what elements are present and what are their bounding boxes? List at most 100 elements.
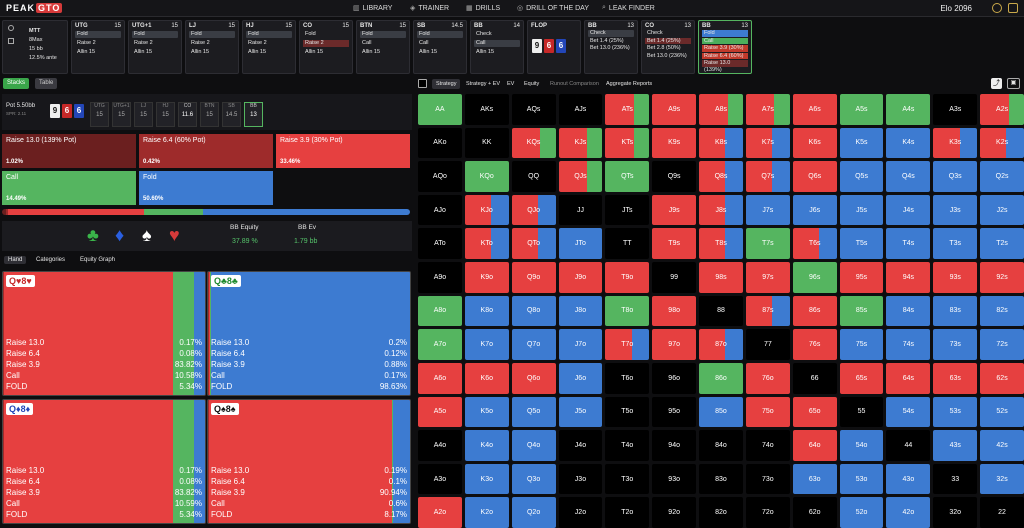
action-option[interactable]: Raise 2 — [191, 40, 210, 46]
range-cell[interactable]: Q3o — [511, 463, 556, 495]
action-option[interactable]: Raise 2 — [303, 40, 349, 47]
range-cell[interactable]: 33 — [933, 463, 978, 495]
tab-equity-graph[interactable]: Equity Graph — [80, 257, 116, 263]
action-option[interactable]: Fold — [360, 31, 406, 38]
range-cell[interactable]: 54o — [839, 430, 884, 461]
range-cell[interactable]: 99 — [652, 262, 697, 293]
range-cell[interactable]: KTs — [605, 127, 650, 159]
stack-box[interactable]: CO 11.6 — [178, 102, 197, 127]
range-cell[interactable]: Q7s — [745, 161, 790, 192]
range-cell[interactable]: J6o — [558, 362, 603, 394]
tab-stacks[interactable]: Stacks — [3, 78, 30, 89]
range-cell[interactable]: 85s — [839, 295, 884, 327]
range-cell[interactable]: 64s — [886, 362, 931, 394]
range-cell[interactable]: 86o — [699, 362, 743, 394]
range-cell[interactable]: 76o — [745, 362, 790, 394]
range-cell[interactable]: 73s — [933, 329, 978, 360]
range-cell[interactable]: Q4o — [511, 430, 556, 461]
range-cell[interactable]: KTo — [464, 228, 509, 260]
action-option[interactable]: Bet 2.8 (50%) — [647, 45, 681, 51]
range-cell[interactable]: A8o — [418, 295, 462, 327]
range-cell[interactable]: K9s — [652, 127, 697, 159]
range-cell[interactable]: A8s — [699, 94, 743, 125]
nav-drill-of-the-day[interactable]: ◎ DRILL OF THE DAY — [517, 4, 589, 13]
range-cell[interactable]: 72o — [745, 497, 790, 528]
game-settings-card[interactable]: MTT 8Max 15 bb 12.5% ante — [2, 20, 68, 74]
tab-hand[interactable]: Hand — [4, 256, 27, 264]
range-cell[interactable]: 93o — [652, 463, 697, 495]
tab-ev[interactable]: EV — [507, 81, 515, 87]
diamond-icon[interactable]: ♦ — [115, 225, 125, 245]
range-cell[interactable]: T3o — [605, 463, 650, 495]
range-cell[interactable]: J6s — [792, 194, 837, 226]
tab-categories[interactable]: Categories — [36, 257, 66, 263]
action-option[interactable]: Check — [588, 30, 634, 37]
range-cell[interactable]: J4o — [558, 430, 603, 461]
action-option[interactable]: Raise 2 — [248, 40, 267, 46]
action-option[interactable]: Allin 15 — [419, 49, 438, 55]
range-cell[interactable]: A9o — [418, 262, 462, 293]
range-cell[interactable]: A5s — [839, 94, 884, 125]
range-cell[interactable]: T4o — [605, 430, 650, 461]
range-cell[interactable]: Q5o — [511, 396, 556, 428]
range-cell[interactable]: 95o — [652, 396, 697, 428]
range-cell[interactable]: 87o — [699, 329, 743, 360]
range-cell[interactable]: A6s — [792, 94, 837, 125]
range-cell[interactable]: J5s — [839, 194, 884, 226]
nav-library[interactable]: ▥ LIBRARY — [353, 4, 392, 13]
flop-card[interactable]: FLOP 9 6 6 — [527, 20, 581, 74]
range-cell[interactable]: K6s — [792, 127, 837, 159]
action-option[interactable]: Allin 15 — [305, 49, 324, 55]
range-cell[interactable]: 52s — [980, 396, 1024, 428]
range-cell[interactable]: T6s — [792, 228, 837, 260]
range-cell[interactable]: T8s — [699, 228, 743, 260]
tab-table[interactable]: Table — [35, 78, 58, 89]
range-cell[interactable]: 53s — [933, 396, 978, 428]
range-cell[interactable]: 77 — [745, 329, 790, 360]
postflop-card-bb[interactable]: BB 13 Check Bet 1.4 (25%) Bet 13.0 (236%) — [584, 20, 638, 74]
range-cell[interactable]: 82s — [980, 295, 1024, 327]
range-cell[interactable]: 86s — [792, 295, 837, 327]
action-option[interactable]: Call — [419, 40, 429, 46]
tab-runout-comparison[interactable]: Runout Comparison — [550, 81, 599, 87]
nav-trainer[interactable]: ◈ TRAINER — [410, 4, 449, 13]
range-cell[interactable]: AQo — [418, 161, 462, 192]
range-cell[interactable]: K6o — [464, 362, 509, 394]
range-cell[interactable]: T6o — [605, 362, 650, 394]
range-cell[interactable]: 22 — [980, 497, 1024, 528]
range-cell[interactable]: T2s — [980, 228, 1024, 260]
range-cell[interactable]: J2s — [980, 194, 1024, 226]
postflop-card-co[interactable]: CO 13 Check Bet 1.4 (25%) Bet 2.8 (50%) Bet 1… — [641, 20, 695, 74]
settings-icon[interactable] — [992, 3, 1002, 13]
range-cell[interactable]: A3o — [418, 463, 462, 495]
range-cell[interactable]: Q8o — [511, 295, 556, 327]
range-cell[interactable]: AQs — [511, 94, 556, 125]
range-cell[interactable]: QJs — [558, 161, 603, 192]
range-cell[interactable]: KQo — [464, 161, 509, 192]
action-option[interactable]: Call — [362, 40, 372, 46]
action-option[interactable]: Fold — [132, 31, 178, 38]
action-option[interactable]: Fold — [305, 31, 316, 37]
range-cell[interactable]: 74s — [886, 329, 931, 360]
range-cell[interactable]: J3o — [558, 463, 603, 495]
range-cell[interactable]: K7s — [745, 127, 790, 159]
action-option[interactable]: Call — [702, 37, 748, 44]
range-cell[interactable]: K4o — [464, 430, 509, 461]
range-cell[interactable]: Q8s — [699, 161, 743, 192]
range-cell[interactable]: K4s — [886, 127, 931, 159]
action-option[interactable]: Allin 15 — [134, 49, 153, 55]
action-option[interactable]: Allin 15 — [191, 49, 210, 55]
hand-combo-card[interactable]: Q♦8♦ Raise 13.0 0.17% Raise 6.4 0.08% Raise 3… — [2, 399, 206, 524]
position-card-btn[interactable]: BTN 15 Fold Call Allin 15 — [356, 20, 410, 74]
range-cell[interactable]: Q6o — [511, 362, 556, 394]
range-cell[interactable]: 98s — [699, 262, 743, 293]
range-cell[interactable]: A9s — [652, 94, 697, 125]
range-cell[interactable]: J8o — [558, 295, 603, 327]
range-cell[interactable]: K5o — [464, 396, 509, 428]
range-cell[interactable]: 85o — [699, 396, 743, 428]
range-cell[interactable]: 32o — [933, 497, 978, 528]
range-cell[interactable]: QTs — [605, 161, 650, 192]
range-cell[interactable]: 83o — [699, 463, 743, 495]
stack-box[interactable]: UTG 15 — [90, 102, 109, 127]
range-cell[interactable]: T4s — [886, 228, 931, 260]
